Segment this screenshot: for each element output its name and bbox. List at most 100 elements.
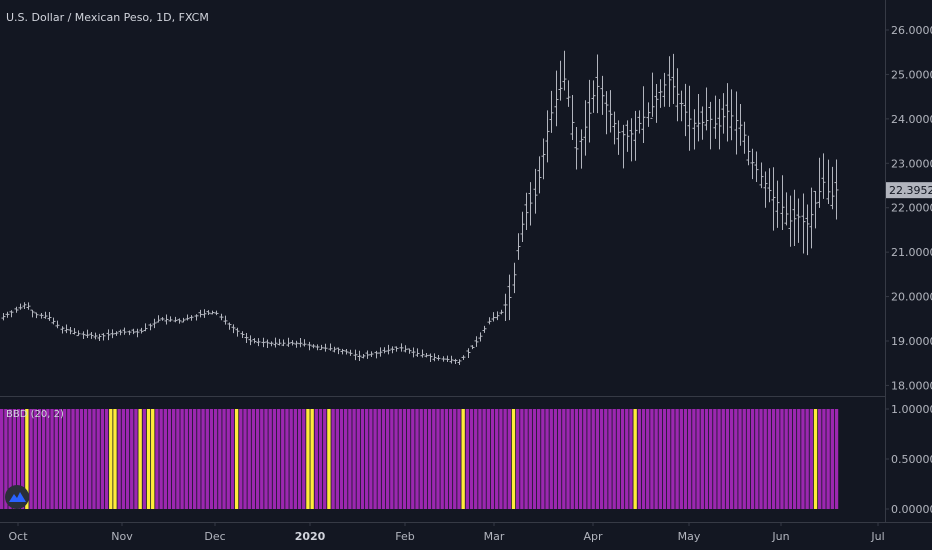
indicator-bar [637, 409, 642, 509]
ohlc-bar [122, 327, 127, 335]
indicator-bar [369, 409, 373, 509]
ohlc-bar [411, 347, 416, 358]
price-pane[interactable] [1, 50, 839, 365]
indicator-bar [335, 409, 339, 509]
indicator-bar-highlight [633, 409, 637, 509]
chart-title: U.S. Dollar / Mexican Peso, 1D, FXCM [6, 11, 209, 24]
indicator-bar [58, 409, 63, 509]
ohlc-bar [269, 341, 274, 347]
ohlc-bar [533, 168, 538, 214]
ohlc-bar [554, 70, 559, 127]
indicator-bar [583, 409, 587, 509]
indicator-bar [394, 409, 398, 509]
indicator-bar [260, 409, 264, 509]
indicator-bar [230, 409, 235, 509]
price-tick-label: 22.00000 [891, 202, 932, 215]
indicator-bar [381, 409, 386, 509]
indicator-bar [71, 409, 75, 509]
ohlc-bar [487, 317, 492, 325]
indicator-bar [130, 409, 134, 509]
ohlc-bar [344, 348, 349, 355]
ohlc-bar [683, 83, 688, 137]
indicator-bar [142, 409, 147, 509]
indicator-bar [83, 409, 88, 509]
indicator-bar [738, 409, 742, 509]
ohlc-bar [219, 313, 224, 321]
indicator-bar [818, 409, 822, 509]
ohlc-bar [738, 103, 743, 146]
ohlc-bar [821, 153, 826, 199]
indicator-bar [834, 409, 839, 509]
ohlc-bar [809, 187, 814, 249]
indicator-bar [524, 409, 528, 509]
indicator-bar [75, 409, 79, 509]
ohlc-bar [311, 344, 316, 349]
indicator-bar [767, 409, 772, 509]
ohlc-bar [206, 310, 211, 316]
indicator-bar [708, 409, 713, 509]
ohlc-bar [474, 336, 479, 347]
ohlc-bar [114, 331, 119, 336]
ohlc-bar [721, 93, 726, 134]
ohlc-bar [9, 310, 14, 318]
indicator-bar [448, 409, 453, 509]
ohlc-bar [771, 167, 776, 231]
indicator-bar [285, 409, 289, 509]
indicator-bar [197, 409, 201, 509]
indicator-bar [503, 409, 507, 509]
indicator-bar [486, 409, 491, 509]
ohlc-bar [696, 94, 701, 142]
ohlc-bar [591, 80, 596, 113]
ohlc-bar [654, 83, 659, 123]
indicator-bar [423, 409, 428, 509]
indicator-bar [742, 409, 746, 509]
indicator-bar [746, 409, 751, 509]
ohlc-bar [240, 331, 245, 339]
indicator-bar [402, 409, 407, 509]
indicator-bar [201, 409, 205, 509]
indicator-bar [79, 409, 84, 509]
indicator-tick-label: 0.00000 [891, 503, 932, 516]
ohlc-bar [307, 341, 312, 351]
ohlc-bar [265, 339, 270, 348]
indicator-bar-highlight [113, 409, 117, 509]
indicator-bar [620, 409, 625, 509]
indicator-bar [713, 409, 717, 509]
time-tick-label: Nov [111, 530, 133, 543]
indicator-bar [830, 409, 835, 509]
ohlc-bar [570, 94, 575, 141]
logo[interactable] [5, 485, 29, 509]
ohlc-bar [173, 316, 178, 323]
indicator-bar [469, 409, 474, 509]
price-axis[interactable]: 18.00000 19.00000 20.00000 21.00000 22.00000… [885, 24, 932, 392]
indicator-bar-highlight [813, 409, 818, 509]
ohlc-bar [248, 335, 253, 346]
indicator-bar [121, 409, 126, 509]
indicator-bar [356, 409, 360, 509]
ohlc-bar [792, 189, 797, 246]
indicator-pane[interactable] [0, 409, 839, 509]
ohlc-bar [60, 326, 65, 334]
ohlc-bar [826, 159, 831, 204]
indicator-bar [826, 409, 830, 509]
indicator-bar [33, 409, 37, 509]
indicator-bar [406, 409, 411, 509]
indicator-axis[interactable]: 0.00000 0.50000 1.00000 [885, 403, 932, 516]
indicator-bar [562, 409, 566, 509]
indicator-bar [536, 409, 541, 509]
indicator-bar [574, 409, 579, 509]
ohlc-bar [612, 111, 617, 145]
indicator-label[interactable]: BBD (20, 2) [6, 409, 64, 420]
ohlc-bar [801, 193, 806, 254]
ohlc-bar [281, 339, 286, 347]
current-price-label: 22.39520 [889, 184, 932, 197]
indicator-bar [293, 409, 298, 509]
indicator-bar [763, 409, 767, 509]
price-tick-label: 24.00000 [891, 113, 932, 126]
ohlc-bar [625, 120, 630, 152]
indicator-bar-highlight [234, 409, 239, 509]
time-axis[interactable]: Oct Nov Dec 2020 Feb Mar Apr May Jun Jul [8, 522, 885, 543]
ohlc-bar [796, 198, 801, 243]
indicator-bar-highlight [151, 409, 155, 509]
indicator-bar [679, 409, 683, 509]
